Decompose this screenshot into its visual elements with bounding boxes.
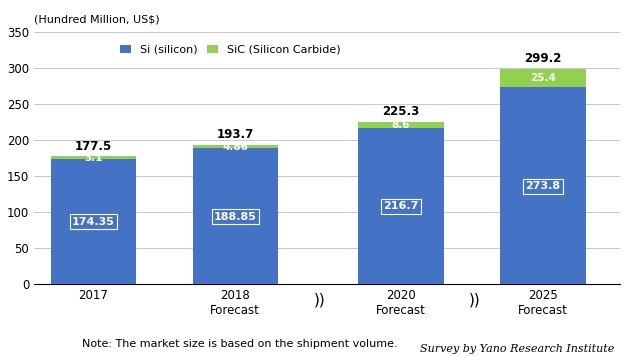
Text: 3.1: 3.1 [84, 153, 102, 163]
Bar [192, 145, 278, 148]
Bar [192, 148, 278, 284]
Bar [359, 128, 444, 284]
Bar [500, 69, 586, 87]
Text: 8.6: 8.6 [392, 120, 410, 130]
Text: 174.35: 174.35 [72, 216, 115, 226]
Text: 299.2: 299.2 [524, 52, 562, 65]
Text: Survey by Yano Research Institute: Survey by Yano Research Institute [420, 345, 614, 355]
Text: 193.7: 193.7 [217, 128, 254, 141]
Bar [51, 159, 136, 284]
Text: (Hundred Million, US$): (Hundred Million, US$) [34, 15, 160, 25]
Text: 177.5: 177.5 [75, 140, 112, 153]
Text: 4.86: 4.86 [223, 141, 248, 152]
Text: )): )) [314, 293, 325, 308]
Text: )): )) [468, 293, 480, 308]
Bar [359, 122, 444, 128]
Text: 273.8: 273.8 [525, 181, 561, 191]
Bar [500, 87, 586, 284]
Text: 216.7: 216.7 [383, 201, 419, 211]
Text: Note: The market size is based on the shipment volume.: Note: The market size is based on the sh… [82, 339, 397, 349]
Bar [51, 156, 136, 159]
Legend: Si (silicon), SiC (Silicon Carbide): Si (silicon), SiC (Silicon Carbide) [116, 40, 345, 59]
Text: 25.4: 25.4 [530, 73, 556, 83]
Text: 225.3: 225.3 [382, 105, 419, 119]
Text: 188.85: 188.85 [214, 211, 256, 221]
